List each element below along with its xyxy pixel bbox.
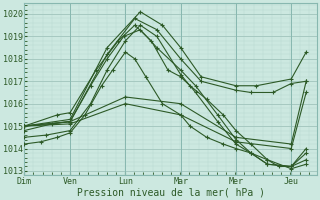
X-axis label: Pression niveau de la mer( hPa ): Pression niveau de la mer( hPa ) bbox=[77, 187, 265, 197]
